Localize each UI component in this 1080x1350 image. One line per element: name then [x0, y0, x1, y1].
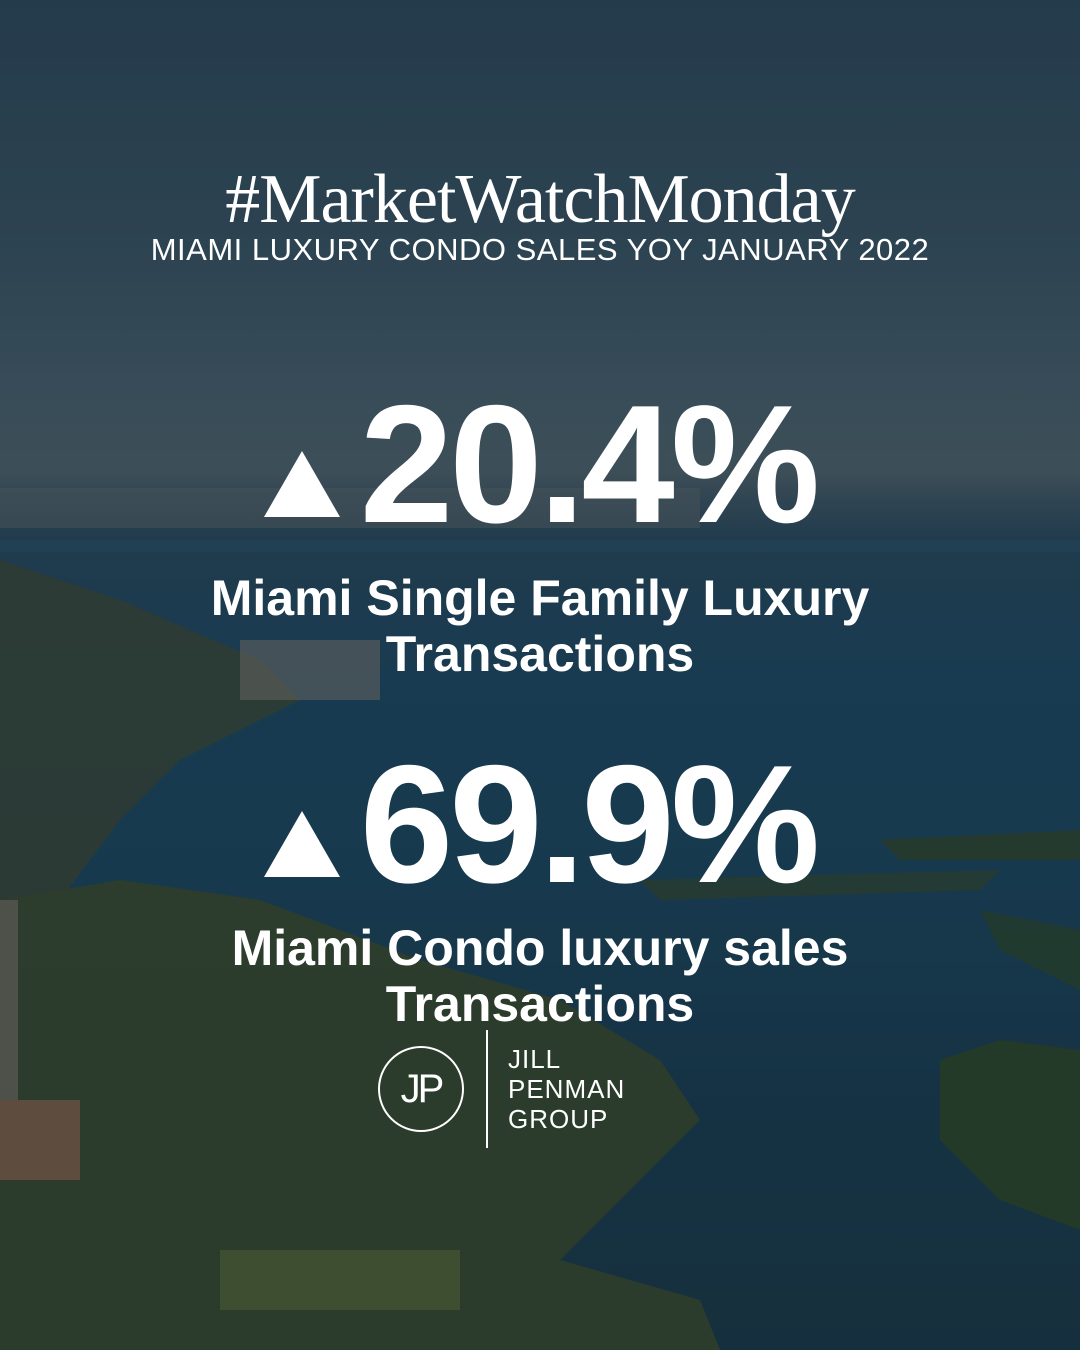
- logo-wordmark: JILL PENMAN GROUP: [508, 1044, 625, 1134]
- stat-label-line: Transactions: [385, 976, 695, 1032]
- stat-label: Miami Condo luxury sales Transactions: [0, 920, 1080, 1032]
- logo-line-3: GROUP: [508, 1104, 609, 1134]
- subtitle: MIAMI LUXURY CONDO SALES YOY JANUARY 202…: [150, 232, 930, 267]
- up-triangle-icon: [263, 811, 340, 877]
- stat-condo: 69.9% Miami Condo luxury sales Transacti…: [0, 740, 1080, 1032]
- stat-label-line: Transactions: [385, 626, 695, 682]
- jp-monogram: JP: [378, 1046, 464, 1132]
- stat-value: 20.4%: [359, 370, 820, 558]
- logo-divider: [486, 1030, 488, 1148]
- jill-penman-group-logo: JP JILL PENMAN GROUP: [378, 1030, 625, 1148]
- stat-value: 69.9%: [359, 730, 820, 918]
- stat-label-line: Miami Condo luxury sales: [231, 920, 849, 976]
- stat-label-line: Miami Single Family Luxury: [210, 570, 870, 626]
- hashtag-title: #MarketWatchMonday: [225, 161, 856, 238]
- stat-label: Miami Single Family Luxury Transactions: [0, 570, 1080, 682]
- logo-line-1: JILL: [508, 1044, 562, 1074]
- logo-line-2: PENMAN: [508, 1074, 626, 1104]
- up-triangle-icon: [263, 451, 340, 517]
- stat-single-family: 20.4% Miami Single Family Luxury Transac…: [0, 380, 1080, 682]
